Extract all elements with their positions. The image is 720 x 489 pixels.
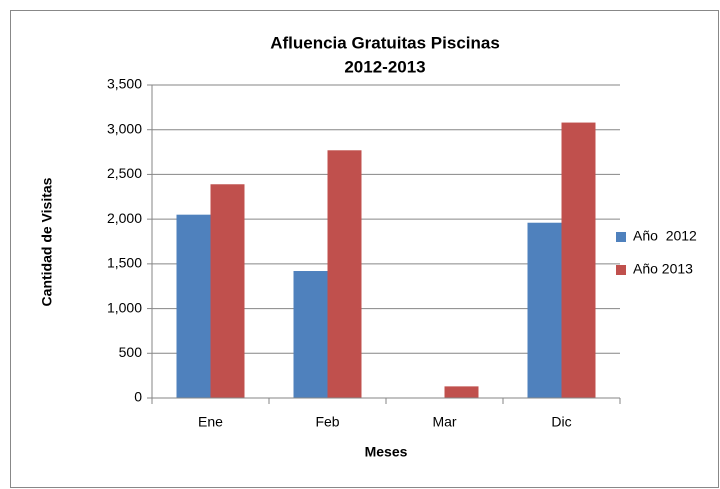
legend-swatch — [616, 232, 626, 242]
bar — [527, 222, 562, 398]
y-tick-label: 2,000 — [107, 210, 142, 226]
legend-label: Año 2012 — [633, 228, 697, 244]
bar — [176, 214, 211, 398]
x-axis-title: Meses — [365, 444, 408, 460]
legend-label: Año 2013 — [633, 261, 693, 277]
x-tick-label: Dic — [551, 414, 571, 430]
y-tick-label: 500 — [119, 344, 143, 360]
x-tick-label: Ene — [198, 414, 223, 430]
bar — [561, 122, 596, 398]
y-tick-label: 3,000 — [107, 120, 142, 136]
y-axis-title: Cantidad de Visitas — [39, 177, 55, 306]
legend-swatch — [616, 265, 626, 275]
bar — [327, 150, 362, 398]
chart-subtitle: 2012-2013 — [344, 57, 425, 76]
y-tick-label: 2,500 — [107, 165, 142, 181]
bar — [210, 184, 245, 398]
bar — [293, 271, 328, 398]
chart-frame — [10, 10, 719, 488]
y-tick-label: 3,500 — [107, 76, 142, 92]
y-tick-label: 0 — [134, 389, 142, 405]
y-tick-label: 1,000 — [107, 299, 142, 315]
y-tick-label: 1,500 — [107, 255, 142, 271]
bar — [444, 386, 479, 398]
x-tick-label: Mar — [432, 414, 456, 430]
chart-title: Afluencia Gratuitas Piscinas — [270, 33, 500, 52]
x-tick-label: Feb — [315, 414, 339, 430]
